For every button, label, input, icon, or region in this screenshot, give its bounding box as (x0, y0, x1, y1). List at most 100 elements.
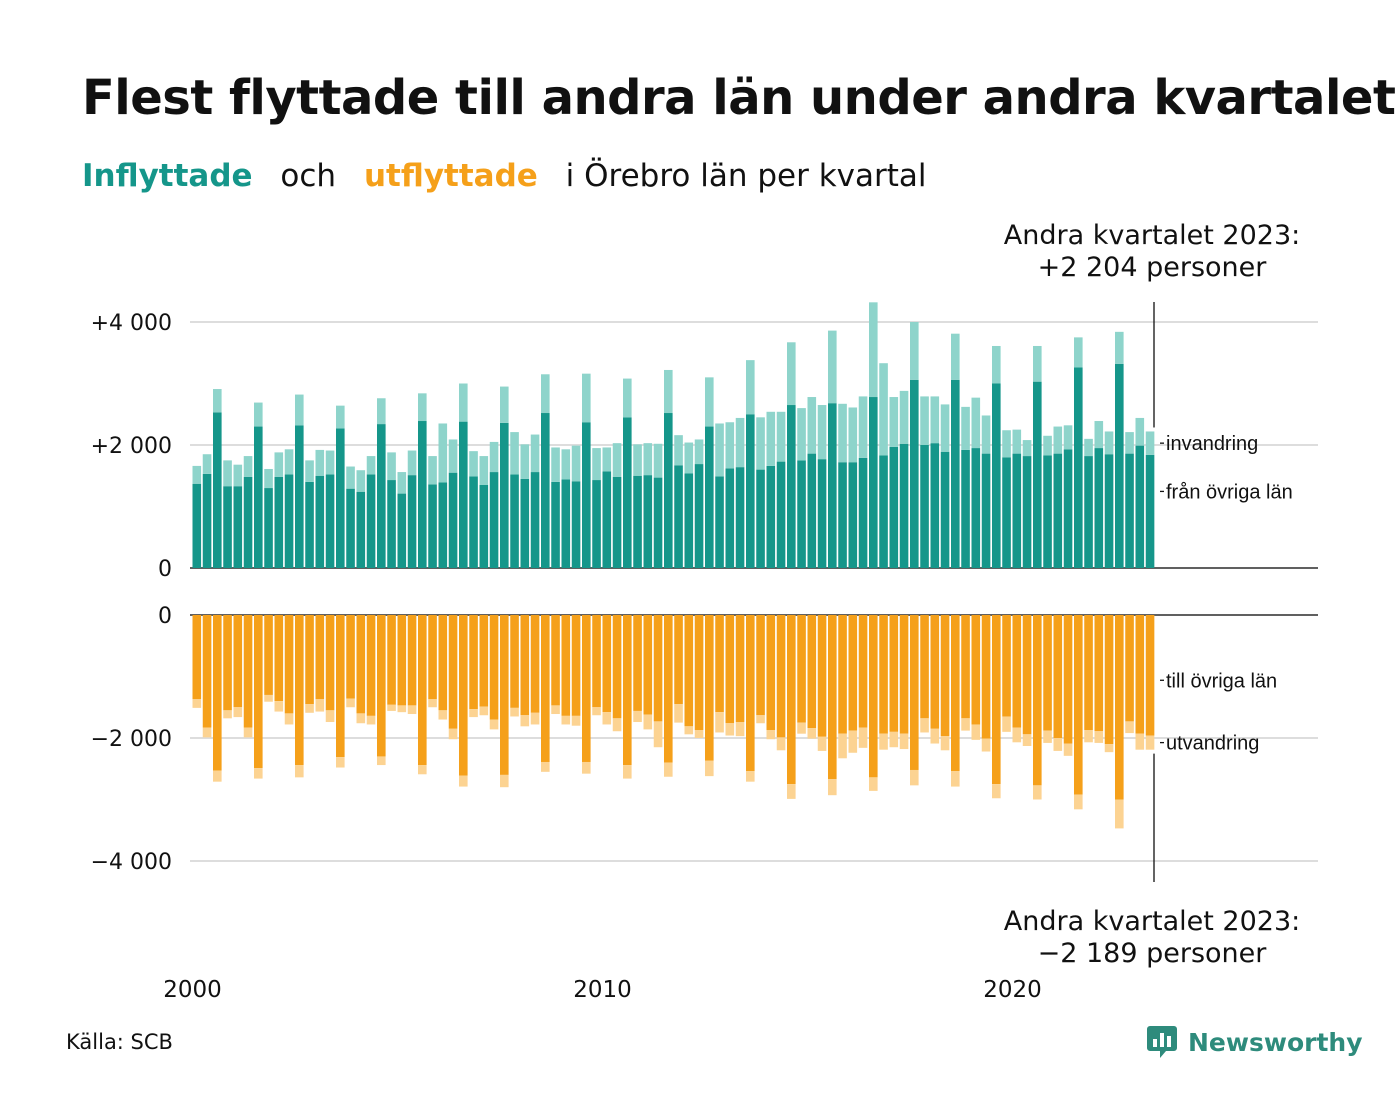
bar-invandring (1084, 438, 1093, 457)
bar-invandring (479, 456, 489, 485)
bar-utvandring (1125, 721, 1134, 734)
bar-utvandring (633, 710, 642, 723)
bar-inflyttade-fran-ovriga-lan (623, 417, 632, 568)
bar-utflyttade-till-ovriga-lan (869, 615, 878, 778)
bar-invandring (807, 397, 817, 454)
bar-invandring (756, 417, 765, 470)
bar-invandring (438, 423, 448, 483)
bar-inflyttade-fran-ovriga-lan (418, 421, 427, 568)
bar-inflyttade-fran-ovriga-lan (612, 476, 622, 568)
bar-utvandring (910, 769, 919, 786)
bar-invandring (192, 465, 202, 484)
top-y-tick-label: +2 000 (91, 434, 172, 459)
bar-utflyttade-till-ovriga-lan (858, 615, 868, 728)
subtitle-rest: i Örebro län per kvartal (565, 158, 927, 194)
bar-inflyttade-fran-ovriga-lan (592, 480, 601, 568)
bar-inflyttade-fran-ovriga-lan (869, 397, 878, 568)
bar-invandring (1104, 431, 1114, 455)
bar-inflyttade-fran-ovriga-lan (254, 426, 263, 568)
bar-utvandring (735, 722, 745, 737)
bar-utflyttade-till-ovriga-lan (448, 615, 458, 729)
bar-utflyttade-till-ovriga-lan (1043, 615, 1052, 731)
bar-invandring (264, 468, 273, 489)
bar-utflyttade-till-ovriga-lan (807, 615, 817, 729)
bar-utflyttade-till-ovriga-lan (899, 615, 909, 734)
label-invandring: invandring (1166, 433, 1258, 455)
bar-inflyttade-fran-ovriga-lan (951, 379, 960, 568)
bar-utvandring (797, 722, 806, 734)
bar-utflyttade-till-ovriga-lan (377, 615, 386, 757)
bar-invandring (961, 406, 970, 450)
bar-utvandring (807, 728, 817, 739)
bar-invandring (1043, 435, 1052, 456)
bar-utvandring (336, 757, 345, 768)
bar-utflyttade-till-ovriga-lan (694, 615, 704, 731)
bar-inflyttade-fran-ovriga-lan (705, 426, 714, 568)
bar-utvandring (787, 784, 796, 799)
bar-utvandring (530, 712, 540, 725)
bar-utvandring (510, 707, 519, 717)
bar-utvandring (356, 713, 366, 724)
bar-invandring (787, 342, 796, 406)
bar-invandring (346, 466, 355, 489)
bar-invandring (992, 345, 1001, 384)
bar-invandring (223, 460, 232, 487)
bar-utvandring (295, 765, 304, 778)
bar-utvandring (541, 761, 550, 772)
bar-utvandring (397, 705, 407, 713)
bar-inflyttade-fran-ovriga-lan (489, 472, 499, 568)
bar-invandring (366, 456, 376, 475)
bar-invandring (1145, 431, 1155, 455)
bar-invandring (1074, 337, 1083, 368)
bar-inflyttade-fran-ovriga-lan (1012, 453, 1022, 568)
bar-inflyttade-fran-ovriga-lan (848, 462, 858, 568)
bar-inflyttade-fran-ovriga-lan (725, 468, 735, 568)
bar-utflyttade-till-ovriga-lan (284, 615, 294, 714)
bar-utflyttade-till-ovriga-lan (725, 615, 735, 724)
bar-utvandring (582, 761, 591, 774)
bar-utvandring (756, 715, 765, 724)
bar-invandring (510, 432, 519, 475)
bar-inflyttade-fran-ovriga-lan (1033, 381, 1042, 568)
bar-utflyttade-till-ovriga-lan (715, 615, 724, 713)
bar-utflyttade-till-ovriga-lan (1063, 615, 1073, 744)
bar-inflyttade-fran-ovriga-lan (1063, 449, 1073, 568)
bar-utflyttade-till-ovriga-lan (233, 615, 243, 708)
bar-inflyttade-fran-ovriga-lan (192, 483, 202, 568)
bar-invandring (1053, 426, 1063, 454)
bar-invandring (951, 333, 960, 380)
bar-inflyttade-fran-ovriga-lan (930, 443, 940, 568)
bar-utvandring (920, 718, 929, 733)
bar-inflyttade-fran-ovriga-lan (387, 480, 396, 568)
bar-inflyttade-fran-ovriga-lan (1022, 456, 1032, 568)
bar-utvandring (899, 733, 909, 750)
bar-utflyttade-till-ovriga-lan (879, 615, 888, 734)
annotation-bottom-line2: −2 189 personer (1038, 938, 1268, 969)
bar-inflyttade-fran-ovriga-lan (233, 486, 243, 568)
bar-utvandring (325, 710, 335, 723)
bar-utvandring (459, 775, 468, 787)
bar-utflyttade-till-ovriga-lan (1084, 615, 1093, 731)
bar-inflyttade-fran-ovriga-lan (776, 461, 786, 568)
bar-utflyttade-till-ovriga-lan (735, 615, 745, 723)
bar-utflyttade-till-ovriga-lan (992, 615, 1001, 785)
bar-inflyttade-fran-ovriga-lan (305, 481, 314, 568)
bar-utvandring (715, 712, 724, 733)
bar-invandring (1012, 429, 1022, 454)
bar-utvandring (602, 712, 612, 725)
bar-inflyttade-fran-ovriga-lan (500, 422, 509, 568)
bar-invandring (520, 444, 530, 479)
bar-utflyttade-till-ovriga-lan (653, 615, 663, 722)
bar-invandring (828, 330, 837, 404)
bar-utflyttade-till-ovriga-lan (387, 615, 396, 705)
bar-invandring (459, 383, 468, 422)
bar-invandring (899, 390, 909, 444)
bar-utvandring (254, 768, 263, 779)
bar-utvandring (940, 736, 950, 751)
bar-utflyttade-till-ovriga-lan (1104, 615, 1114, 745)
bar-utvandring (387, 704, 396, 711)
bar-utflyttade-till-ovriga-lan (561, 615, 571, 716)
bar-inflyttade-fran-ovriga-lan (746, 414, 755, 568)
bar-utflyttade-till-ovriga-lan (541, 615, 550, 762)
bar-utflyttade-till-ovriga-lan (571, 615, 581, 716)
